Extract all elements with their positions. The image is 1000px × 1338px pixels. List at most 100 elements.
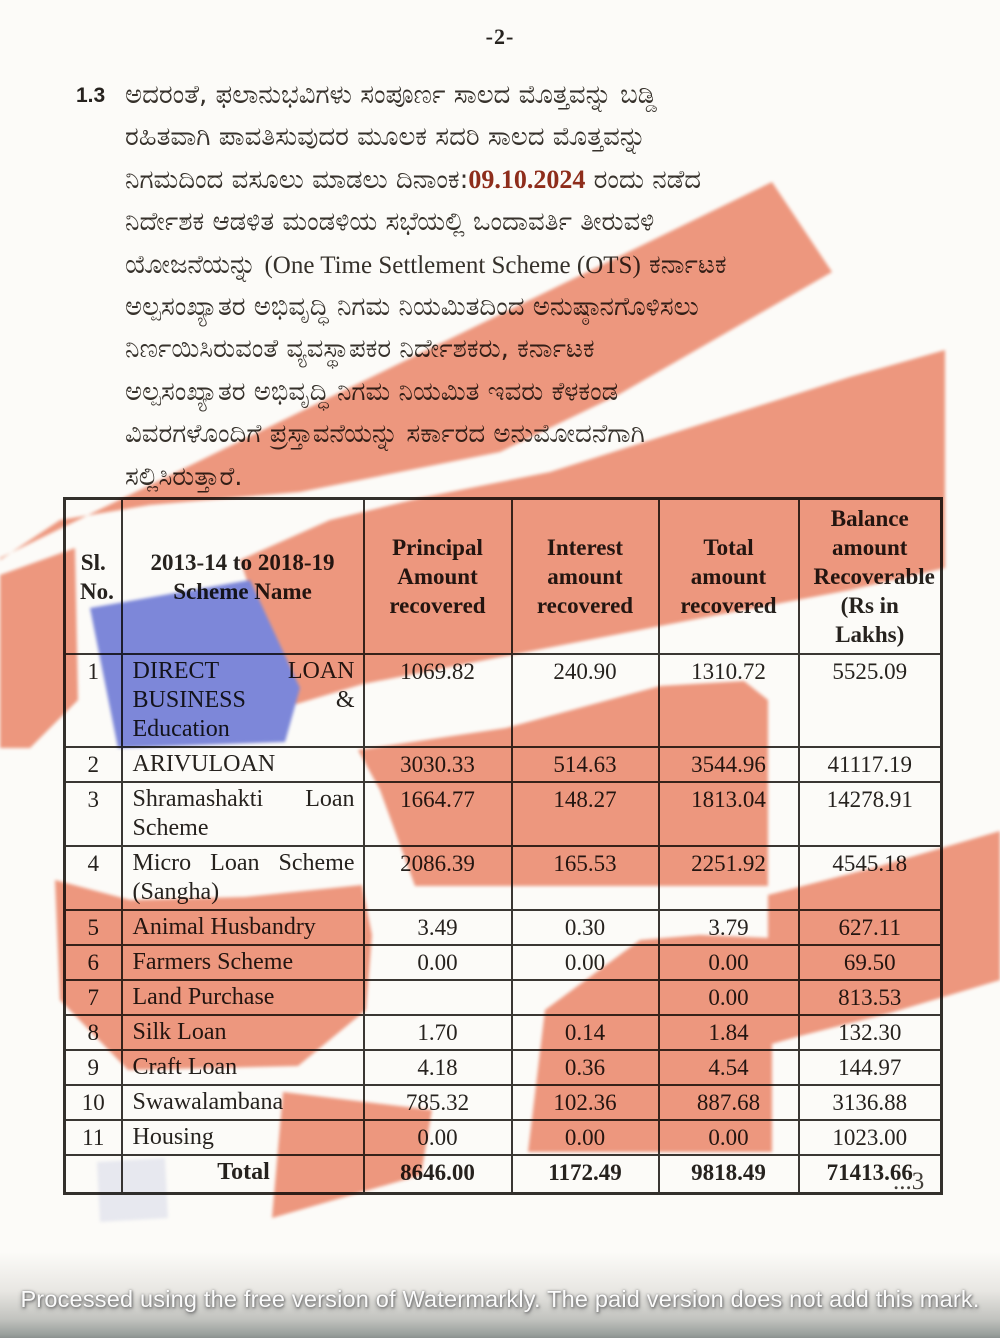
paragraph-number: 1.3 <box>76 84 106 107</box>
cell-scheme-name: Housing <box>120 1119 365 1156</box>
cell-principal: 1664.77 <box>362 781 513 847</box>
cell-sl-no: 9 <box>63 1049 123 1086</box>
page-number-bottom: ...3 <box>893 1168 925 1195</box>
table-body: 1 DIRECT LOAN BUSINESS & Education 1069.… <box>63 653 943 1156</box>
header-sl-no: Sl. No. <box>63 497 123 655</box>
header-principal-recovered: Principal Amount recovered <box>362 497 513 655</box>
cell-scheme-name: Land Purchase <box>120 979 365 1016</box>
cell-total: 0.00 <box>657 979 800 1016</box>
cell-sl-no: 4 <box>63 845 123 911</box>
cell-scheme-name: DIRECT LOAN BUSINESS & Education <box>120 653 365 748</box>
cell-balance: 627.11 <box>797 909 943 946</box>
cell-scheme-name: Craft Loan <box>120 1049 365 1086</box>
paragraph-line: ನಿಗಮದಿಂದ ವಸೂಲು ಮಾಡಲು ದಿನಾಂಕ:09.10.2024 ರ… <box>125 159 945 201</box>
table-row: 4 Micro Loan Scheme (Sangha) 2086.39 165… <box>63 845 943 911</box>
ots-scheme-text: (One Time Settlement Scheme (OTS) <box>264 251 641 279</box>
cell-balance: 3136.88 <box>797 1084 943 1121</box>
paragraph-line: ನಿರ್ದೇಶಕ ಆಡಳಿತ ಮಂಡಳಿಯ ಸಭೆಯಲ್ಲಿ ಒಂದಾವರ್ತಿ… <box>125 207 655 238</box>
paragraph-line: ಅಲ್ಪಸಂಖ್ಯಾತರ ಅಭಿವೃದ್ಧಿ ನಿಗಮ ನಿಯಮಿತ ಇವರು … <box>125 376 619 407</box>
cell-total: 887.68 <box>657 1084 800 1121</box>
cell-interest: 165.53 <box>510 845 660 911</box>
cell-balance: 69.50 <box>797 944 943 981</box>
cell-principal: 2086.39 <box>362 845 513 911</box>
cell-sl-no: 10 <box>63 1084 123 1121</box>
cell-scheme-name: Swawalambana <box>120 1084 365 1121</box>
paragraph-line-text: ನಿಗಮದಿಂದ ವಸೂಲು ಮಾಡಲು ದಿನಾಂಕ: <box>125 164 469 195</box>
cell-scheme-name: Shramashakti Loan Scheme <box>120 781 365 847</box>
cell-principal: 0.00 <box>362 1119 513 1156</box>
paragraph-line: ಸಲ್ಲಿಸಿರುತ್ತಾರೆ. <box>125 461 243 492</box>
cell-interest: 0.30 <box>510 909 660 946</box>
paragraph-line: ಅದರಂತೆ, ಫಲಾನುಭವಿಗಳು ಸಂಪೂರ್ಣ ಸಾಲದ ಮೊತ್ತವನ… <box>125 80 658 110</box>
table-row: 2 ARIVULOAN 3030.33 514.63 3544.96 41117… <box>63 746 943 783</box>
paragraph-line-text: ರಂದು ನಡೆದ <box>585 164 702 195</box>
cell-balance: 132.30 <box>797 1014 943 1051</box>
cell-total: 3544.96 <box>657 746 800 783</box>
table-header-row: Sl. No. 2013-14 to 2018-19 Scheme Name P… <box>63 497 943 655</box>
cell-scheme-name: Animal Husbandry <box>120 909 365 946</box>
recovery-table-wrapper: Sl. No. 2013-14 to 2018-19 Scheme Name P… <box>63 497 943 1195</box>
header-balance-recoverable: Balance amount Recoverable (Rs in Lakhs) <box>797 497 943 655</box>
header-scheme-name: 2013-14 to 2018-19 Scheme Name <box>120 497 365 655</box>
cell-sl-no: 1 <box>63 653 123 748</box>
header-interest-recovered: Interest amount recovered <box>510 497 660 655</box>
paragraph-line: ಅಲ್ಪಸಂಖ್ಯಾತರ ಅಭಿವೃದ್ಧಿ ನಿಗಮ ನಿಯಮಿತದಿಂದ ಅ… <box>125 291 699 322</box>
cell-total: 3.79 <box>657 909 800 946</box>
cell-interest: 102.36 <box>510 1084 660 1121</box>
cell-total-total: 9818.49 <box>657 1154 800 1195</box>
table-row: 6 Farmers Scheme 0.00 0.00 0.00 69.50 <box>63 944 943 981</box>
cell-interest: 514.63 <box>510 746 660 783</box>
paragraph-line-text: ಯೋಜನೆಯನ್ನು <box>125 249 265 280</box>
cell-balance: 813.53 <box>797 979 943 1016</box>
table-row: 3 Shramashakti Loan Scheme 1664.77 148.2… <box>63 781 943 847</box>
cell-total: 1.84 <box>657 1014 800 1051</box>
cell-scheme-name: Micro Loan Scheme (Sangha) <box>120 845 365 911</box>
cell-interest: 0.00 <box>510 944 660 981</box>
cell-interest: 240.90 <box>510 653 660 748</box>
table-row: 5 Animal Husbandry 3.49 0.30 3.79 627.11 <box>63 909 943 946</box>
watermarkly-caption: Processed using the free version of Wate… <box>20 1286 980 1312</box>
cell-interest: 0.00 <box>510 1119 660 1156</box>
cell-principal: 4.18 <box>362 1049 513 1086</box>
cell-interest: 0.14 <box>510 1014 660 1051</box>
cell-principal: 1069.82 <box>362 653 513 748</box>
paragraph-line: ವಿವರಗಳೊಂದಿಗೆ ಪ್ರಸ್ತಾವನೆಯನ್ನು ಸರ್ಕಾರದ ಅನು… <box>125 419 645 450</box>
cell-scheme-name: ARIVULOAN <box>120 746 365 783</box>
cell-sl-no: 5 <box>63 909 123 946</box>
cell-total: 1310.72 <box>657 653 800 748</box>
paragraph-line: ಯೋಜನೆಯನ್ನು (One Time Settlement Scheme (… <box>125 244 945 286</box>
cell-interest: 0.36 <box>510 1049 660 1086</box>
cell-total-principal: 8646.00 <box>362 1154 513 1195</box>
paragraph-line-text: ಕರ್ನಾಟಕ <box>640 249 727 280</box>
cell-balance: 1023.00 <box>797 1119 943 1156</box>
cell-sl-no: 11 <box>63 1119 123 1156</box>
cell-balance: 4545.18 <box>797 845 943 911</box>
cell-total: 2251.92 <box>657 845 800 911</box>
cell-total: 0.00 <box>657 944 800 981</box>
cell-sl-no: 8 <box>63 1014 123 1051</box>
cell-total-blank <box>63 1154 123 1195</box>
cell-sl-no: 6 <box>63 944 123 981</box>
cell-total: 0.00 <box>657 1119 800 1156</box>
cell-scheme-name: Farmers Scheme <box>120 944 365 981</box>
cell-balance: 5525.09 <box>797 653 943 748</box>
table-total-row: Total 8646.00 1172.49 9818.49 71413.66 <box>63 1154 943 1195</box>
cell-principal: 3.49 <box>362 909 513 946</box>
cell-total-label: Total <box>120 1154 365 1195</box>
cell-principal: 0.00 <box>362 944 513 981</box>
cell-total-balance: 71413.66 <box>797 1154 943 1195</box>
cell-total: 4.54 <box>657 1049 800 1086</box>
cell-balance: 14278.91 <box>797 781 943 847</box>
cell-total: 1813.04 <box>657 781 800 847</box>
cell-principal: 3030.33 <box>362 746 513 783</box>
cell-total-interest: 1172.49 <box>510 1154 660 1195</box>
paragraph-1-3: ಅದರಂತೆ, ಫಲಾನುಭವಿಗಳು ಸಂಪೂರ್ಣ ಸಾಲದ ಮೊತ್ತವನ… <box>125 74 945 498</box>
cell-sl-no: 2 <box>63 746 123 783</box>
page-number-top: -2- <box>485 24 515 49</box>
paragraph-line: ರಹಿತವಾಗಿ ಪಾವತಿಸುವುದರ ಮೂಲಕ ಸದರಿ ಸಾಲದ ಮೊತ್… <box>125 122 646 153</box>
paragraph-line: ನಿರ್ಣಯಿಸಿರುವಂತೆ ವ್ಯವಸ್ಥಾಪಕರ ನಿರ್ದೇಶಕರು, … <box>125 334 595 365</box>
cell-scheme-name: Silk Loan <box>120 1014 365 1051</box>
cell-principal: 785.32 <box>362 1084 513 1121</box>
header-total-recovered: Total amount recovered <box>657 497 800 655</box>
